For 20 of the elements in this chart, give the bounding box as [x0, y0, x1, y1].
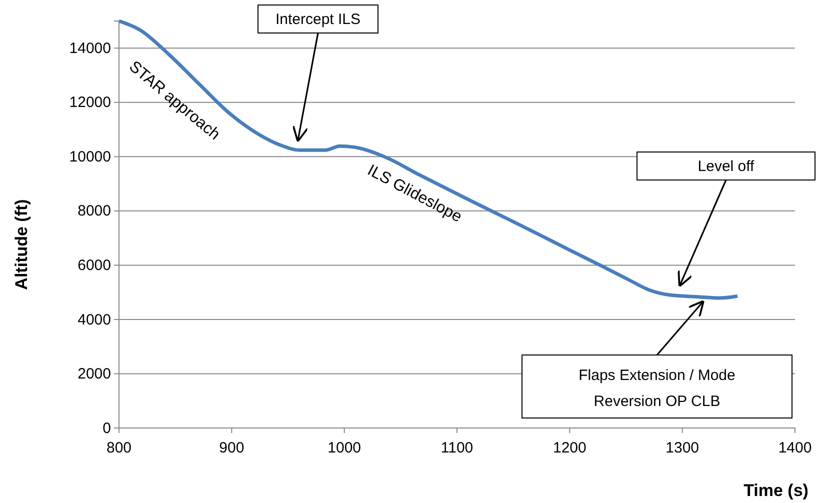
y-tick-label: 0: [102, 420, 111, 437]
annotation: Level off: [698, 158, 756, 175]
y-tick-label: 4000: [78, 311, 111, 328]
x-tick-label: 900: [219, 440, 244, 456]
y-axis-title: Altitude (ft): [12, 199, 31, 290]
x-tick-label: 1200: [552, 440, 586, 456]
x-tick-label: 1300: [666, 440, 700, 456]
y-tick-label: 6000: [78, 257, 111, 274]
y-tick-label: 2000: [78, 366, 111, 383]
y-tick-label: 12000: [69, 94, 111, 112]
y-tick-label: 14000: [69, 40, 111, 57]
x-tick-label: 1000: [328, 440, 362, 456]
annotation: Flaps Extension / Mode Reversion OP CLB: [578, 367, 736, 410]
annotation: Intercept ILS: [275, 11, 361, 28]
x-tick-label: 1400: [778, 440, 812, 456]
y-tick-label: 10000: [69, 148, 111, 166]
x-tick-label: 1100: [440, 440, 474, 456]
x-axis-title: Time (s): [744, 481, 808, 500]
y-tick-label: 8000: [78, 202, 111, 220]
x-tick-label: 800: [106, 440, 132, 456]
